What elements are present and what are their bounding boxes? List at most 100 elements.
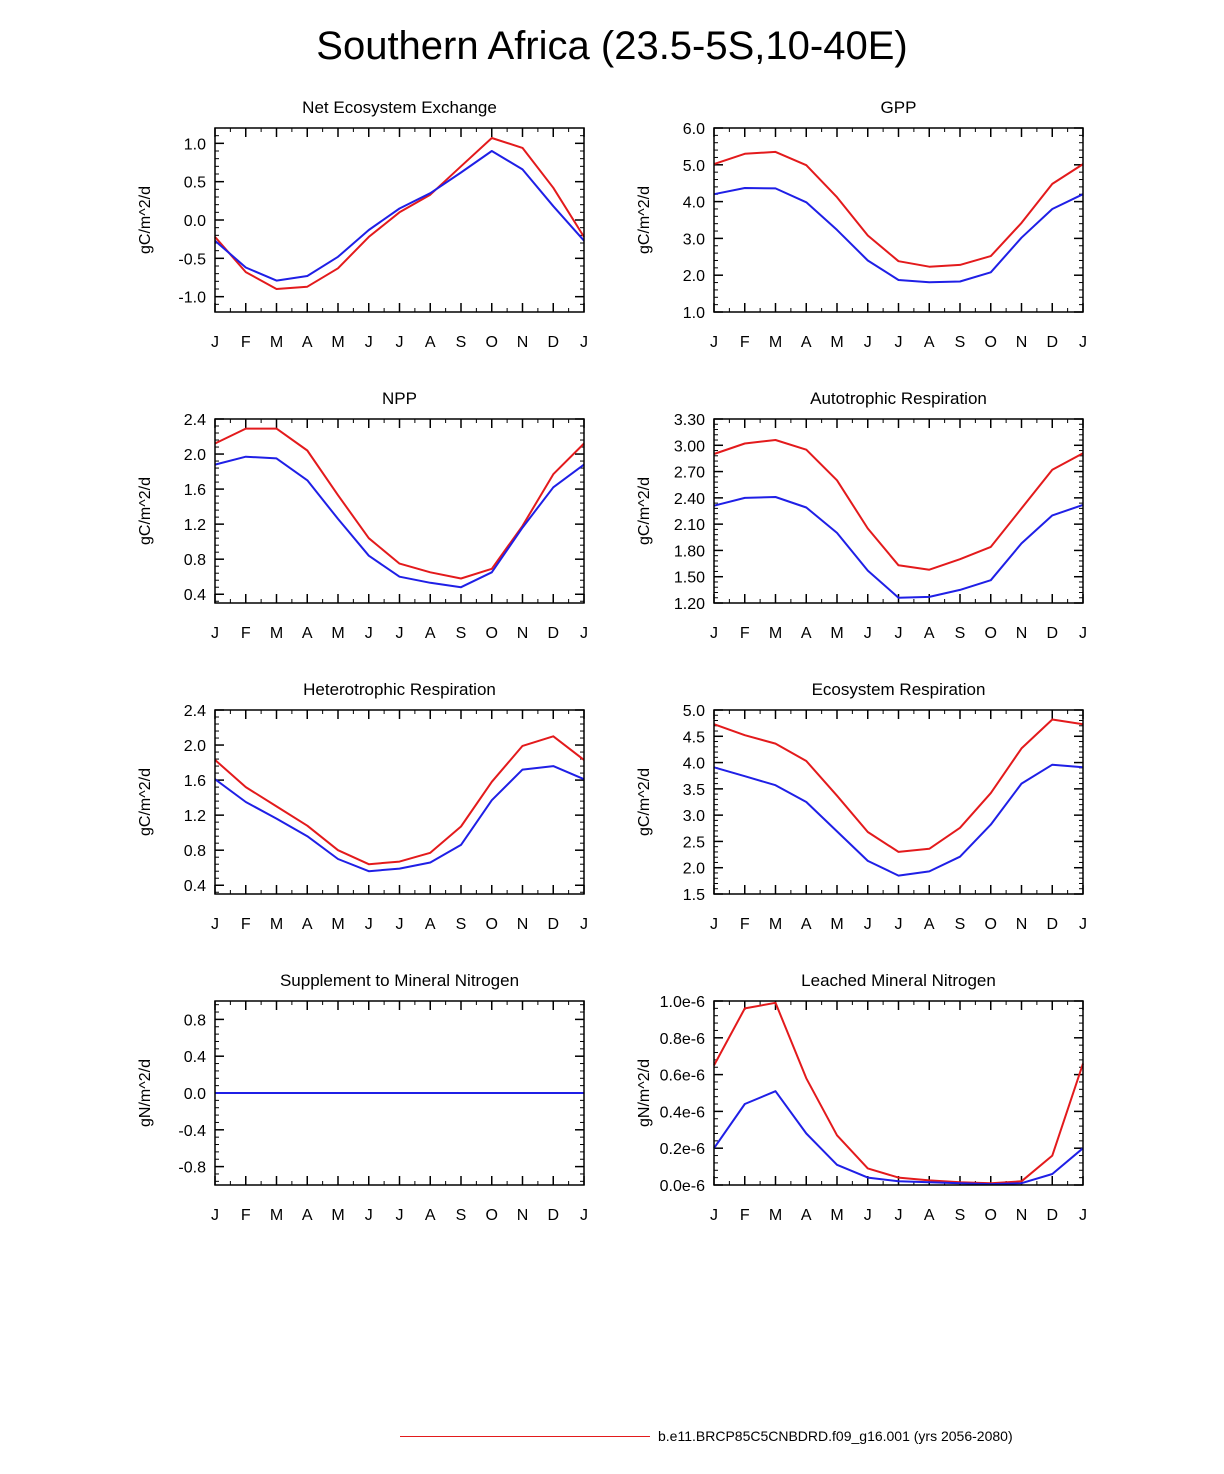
x-tick-label: A	[801, 625, 812, 642]
x-tick-label: S	[456, 916, 467, 933]
x-tick-label: J	[365, 625, 373, 642]
x-tick-label: N	[517, 625, 529, 642]
y-tick-label: 1.0	[683, 305, 705, 322]
x-tick-label: S	[955, 916, 966, 933]
page-title: Southern Africa (23.5-5S,10-40E)	[316, 24, 908, 68]
x-tick-label: J	[895, 916, 903, 933]
x-tick-label: J	[580, 1207, 588, 1224]
x-tick-label: J	[864, 916, 872, 933]
chart-title: Autotrophic Respiration	[810, 389, 987, 408]
y-tick-label: 0.0e-6	[660, 1178, 705, 1195]
y-tick-label: 0.8	[184, 1012, 206, 1029]
x-tick-label: A	[924, 334, 935, 351]
series-line-blue	[713, 496, 1084, 599]
legend-line-swatch	[400, 1436, 650, 1437]
series-line-red	[214, 427, 585, 580]
y-tick-label: 1.2	[184, 517, 206, 534]
x-tick-label: F	[241, 625, 251, 642]
x-tick-label: N	[517, 916, 529, 933]
x-tick-label: J	[580, 916, 588, 933]
chart-title: Supplement to Mineral Nitrogen	[280, 971, 519, 990]
y-axis-label: gN/m^2/d	[137, 1059, 154, 1127]
x-tick-label: N	[517, 334, 529, 351]
series-line-blue	[713, 1090, 1084, 1186]
x-tick-label: A	[924, 1207, 935, 1224]
x-tick-label: J	[580, 334, 588, 351]
y-axis-label: gN/m^2/d	[636, 1059, 653, 1127]
y-axis-label: gC/m^2/d	[636, 477, 653, 545]
x-tick-label: M	[830, 334, 843, 351]
y-tick-label: -1.0	[178, 290, 206, 307]
y-tick-label: 1.6	[184, 773, 206, 790]
chart-panel-2: GPP gC/m^2/d 1.0 2.0 3.0 4.0 5.0 6.0 J F M A M J J A S O N…	[636, 98, 1087, 351]
x-tick-label: M	[331, 916, 344, 933]
chart-title: Net Ecosystem Exchange	[302, 98, 497, 117]
legend: b.e11.BRCP85C5CNBDRD.f09_g16.001 (yrs 20…	[400, 1428, 1100, 1448]
chart-panel-6: Ecosystem Respiration gC/m^2/d 1.5 2.0 2.5 3.…	[636, 680, 1087, 933]
y-axis-label: gC/m^2/d	[636, 768, 653, 836]
y-tick-label: 0.0	[184, 213, 206, 230]
y-tick-label: 0.4	[184, 587, 206, 604]
chart-title: GPP	[881, 98, 917, 117]
y-tick-label: 0.4e-6	[660, 1104, 705, 1121]
series-line-red	[713, 439, 1084, 571]
y-tick-label: 3.0	[683, 808, 705, 825]
y-tick-label: 0.5	[184, 175, 206, 192]
y-tick-label: -0.5	[178, 251, 206, 268]
x-tick-label: S	[955, 1207, 966, 1224]
y-axis-label: gC/m^2/d	[137, 477, 154, 545]
y-axis-label: gC/m^2/d	[137, 186, 154, 254]
x-tick-label: F	[740, 1207, 750, 1224]
x-tick-label: M	[331, 1207, 344, 1224]
x-tick-label: J	[211, 916, 219, 933]
x-tick-label: J	[1079, 916, 1087, 933]
x-tick-label: A	[801, 916, 812, 933]
chart-panel-4: Autotrophic Respiration gC/m^2/d 1.20 1.50 1…	[636, 389, 1087, 642]
chart-title: Leached Mineral Nitrogen	[801, 971, 996, 990]
y-tick-label: -0.8	[178, 1160, 206, 1177]
y-tick-label: 2.4	[184, 412, 206, 429]
y-tick-label: 6.0	[683, 121, 705, 138]
y-tick-label: 0.2e-6	[660, 1141, 705, 1158]
x-tick-label: M	[270, 334, 283, 351]
x-tick-label: J	[895, 1207, 903, 1224]
y-tick-label: 0.0	[184, 1086, 206, 1103]
plot-frame	[214, 709, 585, 895]
series-line-red	[713, 718, 1084, 853]
y-tick-label: 2.4	[184, 703, 206, 720]
x-tick-label: M	[830, 916, 843, 933]
plot-frame	[713, 709, 1084, 895]
plot-frame	[214, 127, 585, 313]
x-tick-label: J	[580, 625, 588, 642]
y-tick-label: 0.8e-6	[660, 1031, 705, 1048]
y-tick-label: 1.20	[674, 596, 705, 613]
y-axis-label: gC/m^2/d	[636, 186, 653, 254]
x-tick-label: J	[396, 1207, 404, 1224]
y-tick-label: 4.0	[683, 756, 705, 773]
x-tick-label: N	[1016, 625, 1028, 642]
x-tick-label: A	[302, 1207, 313, 1224]
x-tick-label: D	[547, 625, 559, 642]
y-tick-label: 0.8	[184, 552, 206, 569]
x-tick-label: M	[769, 916, 782, 933]
x-tick-label: A	[425, 1207, 436, 1224]
x-tick-label: O	[985, 334, 997, 351]
x-tick-label: M	[830, 625, 843, 642]
x-tick-label: A	[425, 916, 436, 933]
series-line-blue	[214, 150, 585, 282]
x-tick-label: J	[1079, 334, 1087, 351]
x-tick-label: J	[710, 1207, 718, 1224]
legend-label: b.e11.BRCP85C5CNBDRD.f09_g16.001 (yrs 20…	[658, 1428, 1013, 1444]
chart-panel-7: Supplement to Mineral Nitrogen gN/m^2/d -0…	[137, 971, 588, 1224]
x-tick-label: D	[1046, 1207, 1058, 1224]
x-tick-label: D	[547, 1207, 559, 1224]
y-tick-label: 1.6	[184, 482, 206, 499]
y-tick-label: -0.4	[178, 1123, 206, 1140]
x-tick-label: J	[211, 334, 219, 351]
x-tick-label: D	[1046, 916, 1058, 933]
series-line-red	[214, 137, 585, 290]
x-tick-label: M	[830, 1207, 843, 1224]
x-tick-label: J	[1079, 625, 1087, 642]
x-tick-label: S	[456, 1207, 467, 1224]
x-tick-label: D	[547, 334, 559, 351]
